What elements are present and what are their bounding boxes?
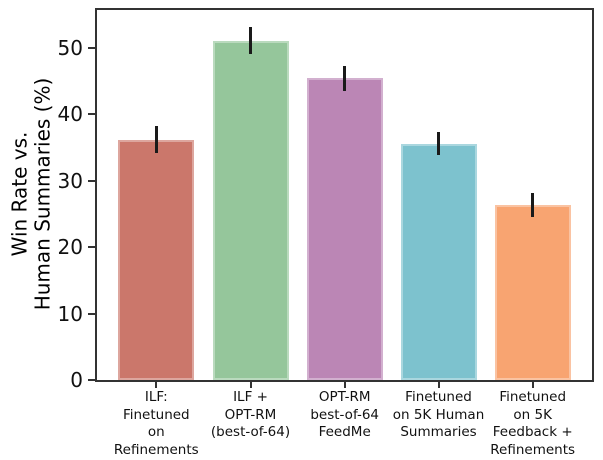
x-tick-label-line: Refinements [490, 441, 576, 458]
bar [212, 40, 289, 380]
x-tick-label: Finetuned on 5K Feedback + Refinements [481, 389, 585, 459]
x-tick-label-line: Finetuned [499, 389, 567, 405]
x-tick-label-line: Feedback + [492, 424, 573, 440]
x-tick-label-line: on 5K [513, 406, 552, 423]
y-tick-label: 10 [57, 301, 83, 326]
x-tick-mark [531, 382, 534, 388]
y-tick-label: 50 [57, 35, 83, 60]
bar [118, 139, 195, 380]
y-tick-label: 20 [57, 235, 83, 260]
error-bar [437, 131, 440, 156]
error-bar [343, 65, 347, 92]
x-tick-label-line: ILF + [233, 389, 268, 405]
bar [400, 143, 477, 380]
y-tick-label: 0 [70, 368, 83, 392]
x-tick-label: ILF + OPT-RM (best-of-64) [199, 389, 303, 442]
x-tick-label-line: FeedMe [318, 424, 371, 440]
y-tick-mark [88, 246, 95, 249]
x-tick-label-line: Refinements [113, 441, 199, 458]
y-tick-mark [88, 379, 95, 381]
error-bar [249, 27, 252, 54]
x-tick-label-line: best-of-64 [310, 406, 380, 423]
x-tick-label-line: Finetuned [122, 406, 190, 423]
x-tick-label-line: on 5K Human [392, 406, 485, 423]
y-tick-mark [88, 113, 95, 116]
y-tick-mark [88, 312, 95, 315]
x-tick-mark [437, 382, 440, 388]
x-tick-label: ILF: Finetuned on Refinements [104, 389, 208, 459]
y-tick-label: 30 [57, 168, 83, 193]
x-tick-mark [343, 382, 346, 388]
bar [494, 205, 571, 380]
x-tick-mark [249, 382, 252, 388]
x-tick-label-line: on [147, 424, 165, 440]
x-tick-mark [155, 382, 158, 388]
x-tick-label: OPT-RM best-of-64 FeedMe [293, 389, 397, 442]
error-bar [154, 126, 158, 153]
x-tick-label: Finetuned on 5K Human Summaries [387, 389, 491, 442]
y-tick-mark [88, 179, 95, 182]
y-tick-label: 40 [57, 102, 83, 127]
x-tick-label-line: OPT-RM [224, 406, 277, 423]
x-tick-label-line: Summaries [400, 424, 477, 440]
error-bar [531, 193, 535, 218]
y-axis-label-line: Win Rate vs. [7, 131, 31, 257]
x-tick-label-line: Finetuned [405, 389, 472, 405]
bar [306, 78, 383, 380]
y-tick-mark [88, 46, 95, 49]
x-tick-label-line: ILF: [144, 389, 168, 405]
x-tick-label-line: (best-of-64) [210, 424, 291, 440]
x-tick-label-line: OPT-RM [318, 389, 371, 405]
